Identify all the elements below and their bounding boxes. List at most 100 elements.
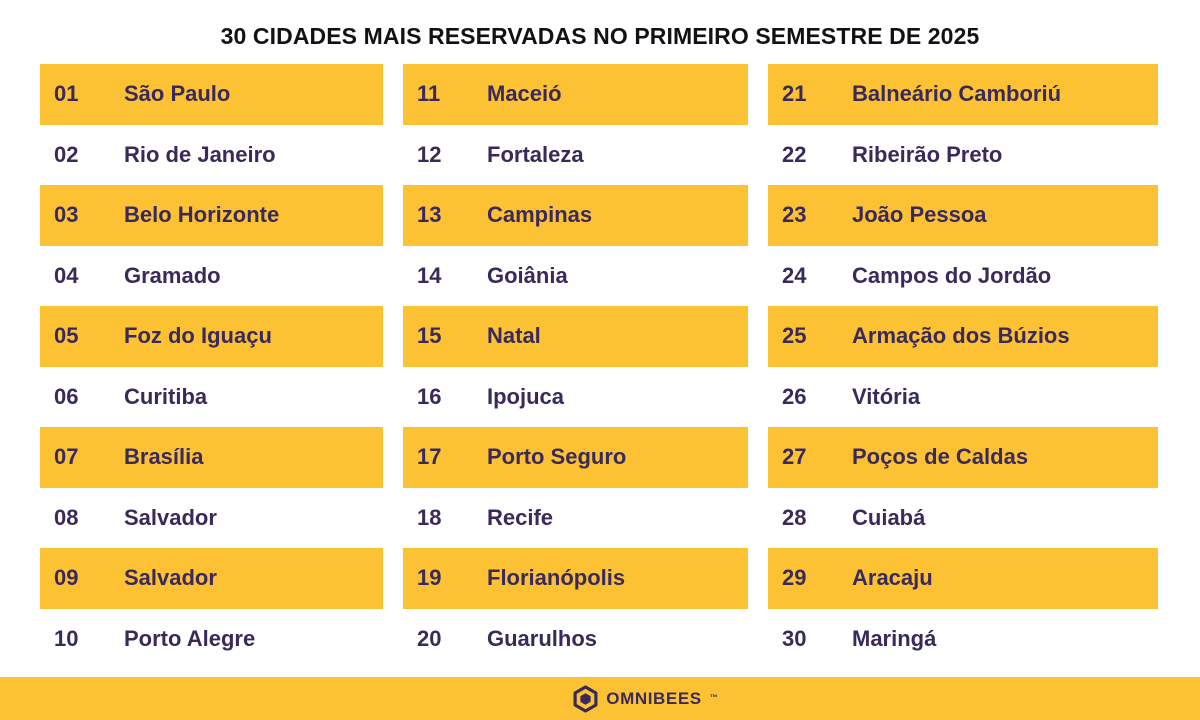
omnibees-logo: OMNIBEES ™ — [572, 684, 718, 713]
rank-number: 10 — [54, 625, 79, 651]
list-item: 12 Fortaleza — [403, 125, 748, 186]
list-item: 14 Goiânia — [403, 246, 748, 307]
city-name: Vitória — [852, 383, 921, 409]
rank-number: 23 — [782, 202, 807, 228]
list-item: 04 Gramado — [40, 246, 383, 307]
rank-number: 07 — [54, 444, 79, 470]
rank-number: 29 — [782, 565, 807, 591]
city-name: São Paulo — [124, 81, 231, 107]
rank-number: 24 — [782, 262, 807, 288]
rank-number: 26 — [782, 383, 807, 409]
city-name: Guarulhos — [487, 625, 598, 651]
list-column-3: 21 Balneário Camboriú 22 Ribeirão Preto 23 Jo… — [768, 64, 1158, 669]
list-item: 22 Ribeirão Preto — [768, 125, 1158, 186]
city-name: Brasília — [124, 444, 204, 470]
city-name: Salvador — [124, 565, 217, 591]
list-item: 16 Ipojuca — [403, 367, 748, 428]
rank-number: 11 — [417, 81, 441, 107]
city-name: Fortaleza — [487, 141, 584, 167]
rank-number: 09 — [54, 565, 79, 591]
rank-number: 16 — [417, 383, 442, 409]
city-name: Salvador — [124, 504, 217, 530]
list-item: 23 João Pessoa — [768, 185, 1158, 246]
trademark-symbol: ™ — [709, 692, 718, 702]
list-item: 26 Vitória — [768, 367, 1158, 428]
rank-number: 27 — [782, 444, 807, 470]
city-name: Gramado — [124, 262, 221, 288]
city-name: João Pessoa — [852, 202, 987, 228]
rank-number: 06 — [54, 383, 79, 409]
city-name: Porto Alegre — [124, 625, 256, 651]
city-name: Poços de Caldas — [852, 444, 1029, 470]
list-item: 15 Natal — [403, 306, 748, 367]
list-item: 17 Porto Seguro — [403, 427, 748, 488]
list-item: 03 Belo Horizonte — [40, 185, 383, 246]
list-item: 18 Recife — [403, 488, 748, 549]
list-item: 09 Salvador — [40, 548, 383, 609]
list-item: 08 Salvador — [40, 488, 383, 549]
city-name: Campinas — [487, 202, 593, 228]
list-item: 27 Poços de Caldas — [768, 427, 1158, 488]
city-name: Goiânia — [487, 262, 568, 288]
city-name: Natal — [487, 323, 541, 349]
rank-number: 21 — [782, 81, 807, 107]
list-item: 24 Campos do Jordão — [768, 246, 1158, 307]
page-title: 30 CIDADES MAIS RESERVADAS NO PRIMEIRO S… — [220, 23, 980, 49]
list-item: 02 Rio de Janeiro — [40, 125, 383, 186]
rank-number: 19 — [417, 565, 442, 591]
city-name: Foz do Iguaçu — [124, 323, 272, 349]
rank-number: 18 — [417, 504, 442, 530]
rank-number: 30 — [782, 625, 807, 651]
city-name: Maringá — [852, 625, 937, 651]
rank-number: 22 — [782, 141, 807, 167]
rank-number: 17 — [417, 444, 442, 470]
list-column-1: 01 São Paulo 02 Rio de Janeiro 03 Belo Horizo… — [40, 64, 383, 669]
list-item: 25 Armação dos Búzios — [768, 306, 1158, 367]
list-item: 30 Maringá — [768, 609, 1158, 670]
list-item: 29 Aracaju — [768, 548, 1158, 609]
list-item: 28 Cuiabá — [768, 488, 1158, 549]
city-name: Ribeirão Preto — [852, 141, 1003, 167]
city-name: Ipojuca — [487, 383, 565, 409]
city-name: Cuiabá — [852, 504, 926, 530]
city-name: Aracaju — [852, 565, 933, 591]
city-name: Rio de Janeiro — [124, 141, 276, 167]
list-item: 21 Balneário Camboriú — [768, 64, 1158, 125]
city-name: Florianópolis — [487, 565, 626, 591]
rank-number: 02 — [54, 141, 79, 167]
rank-number: 05 — [54, 323, 79, 349]
city-name: Belo Horizonte — [124, 202, 280, 228]
city-name: Campos do Jordão — [852, 262, 1052, 288]
rank-number: 03 — [54, 202, 79, 228]
city-name: Armação dos Búzios — [852, 323, 1070, 349]
list-item: 13 Campinas — [403, 185, 748, 246]
rank-number: 08 — [54, 504, 79, 530]
list-item: 10 Porto Alegre — [40, 609, 383, 670]
rank-number: 25 — [782, 323, 807, 349]
rank-number: 04 — [54, 262, 79, 288]
city-name: Porto Seguro — [487, 444, 627, 470]
rank-number: 12 — [417, 141, 442, 167]
list-item: 06 Curitiba — [40, 367, 383, 428]
list-item: 01 São Paulo — [40, 64, 383, 125]
list-item: 20 Guarulhos — [403, 609, 748, 670]
city-name: Curitiba — [124, 383, 208, 409]
brand-name: OMNIBEES — [606, 689, 702, 708]
rank-number: 20 — [417, 625, 442, 651]
city-name: Recife — [487, 504, 554, 530]
list-column-2: 11 Maceió 12 Fortaleza 13 Campinas 14 Goiânia 15… — [403, 64, 748, 669]
list-item: 07 Brasília — [40, 427, 383, 488]
ranked-city-list: 01 São Paulo 02 Rio de Janeiro 03 Belo Horizo… — [40, 64, 1158, 669]
city-name: Maceió — [487, 81, 562, 107]
hexagon-icon — [572, 684, 599, 713]
city-name: Balneário Camboriú — [852, 81, 1062, 107]
rank-number: 14 — [417, 262, 442, 288]
list-item: 05 Foz do Iguaçu — [40, 306, 383, 367]
rank-number: 13 — [417, 202, 442, 228]
list-item: 19 Florianópolis — [403, 548, 748, 609]
footer-bar: OMNIBEES ™ — [0, 677, 1200, 720]
list-item: 11 Maceió — [403, 64, 748, 125]
rank-number: 01 — [54, 81, 79, 107]
rank-number: 28 — [782, 504, 807, 530]
rank-number: 15 — [417, 323, 442, 349]
